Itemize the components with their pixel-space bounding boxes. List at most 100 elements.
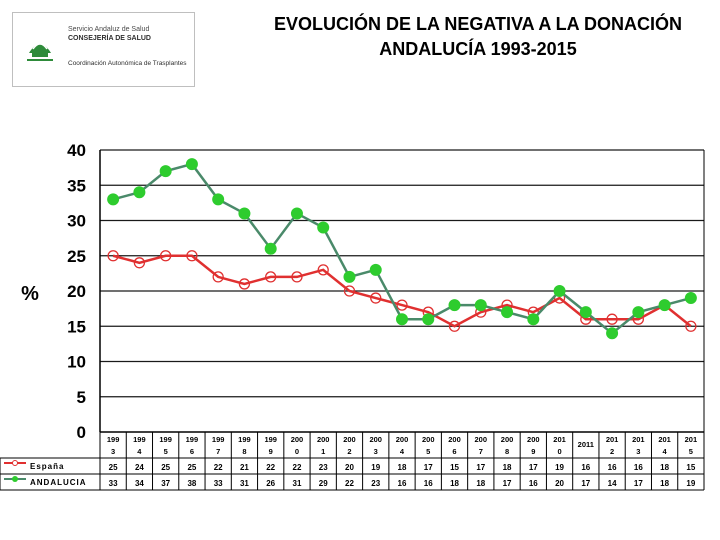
- table-value: 19: [371, 463, 380, 472]
- data-point: [265, 271, 277, 283]
- series-line-1: [112, 162, 692, 335]
- table-value: 18: [450, 479, 459, 488]
- table-value: 19: [686, 479, 695, 488]
- x-tick-label: 3: [374, 447, 378, 456]
- data-point: [422, 313, 435, 326]
- data-point: [474, 299, 487, 312]
- table-value: 16: [634, 463, 643, 472]
- logo-line-1: Servicio Andaluz de Salud: [68, 26, 150, 33]
- x-tick-label: 5: [426, 447, 430, 456]
- table-value: 34: [135, 479, 144, 488]
- table-value: 22: [345, 479, 354, 488]
- y-tick-label-35: 35: [67, 176, 86, 195]
- table-value: 17: [529, 463, 538, 472]
- x-tick-label: 2: [347, 447, 351, 456]
- x-tick-label: 4: [400, 447, 405, 456]
- y-tick-label-40: 40: [67, 141, 86, 160]
- table-value: 22: [293, 463, 302, 472]
- data-point: [107, 193, 120, 206]
- x-tick-label: 200: [501, 435, 514, 444]
- y-tick-label-20: 20: [67, 282, 86, 301]
- y-tick-label-30: 30: [67, 212, 86, 231]
- x-tick-label: 6: [190, 447, 194, 456]
- x-tick-label: 1: [321, 447, 325, 456]
- x-tick-label: 200: [291, 435, 304, 444]
- legend-label-1: ANDALUCIA: [30, 478, 87, 487]
- x-tick-label: 0: [295, 447, 299, 456]
- x-tick-label: 199: [133, 435, 146, 444]
- table-value: 24: [135, 463, 144, 472]
- data-point: [343, 285, 356, 297]
- y-axis-label: %: [21, 283, 39, 305]
- data-point: [212, 193, 225, 206]
- data-point: [159, 165, 172, 178]
- data-point: [186, 250, 198, 262]
- table-value: 22: [266, 463, 275, 472]
- table-value: 29: [319, 479, 328, 488]
- table-value: 16: [529, 479, 538, 488]
- x-tick-label: 9: [531, 447, 535, 456]
- table-value: 18: [476, 479, 485, 488]
- x-tick-label: 7: [479, 447, 483, 456]
- data-point: [107, 250, 119, 262]
- x-tick-label: 200: [448, 435, 461, 444]
- x-tick-label: 199: [264, 435, 277, 444]
- data-point: [317, 264, 329, 276]
- table-value: 25: [187, 463, 196, 472]
- data-point: [185, 158, 198, 171]
- table-value: 37: [161, 479, 170, 488]
- data-point: [396, 313, 408, 326]
- data-point: [396, 299, 408, 311]
- table-value: 16: [581, 463, 590, 472]
- x-tick-label: 3: [111, 447, 115, 456]
- x-tick-label: 8: [505, 447, 509, 456]
- x-tick-label: 8: [242, 447, 246, 456]
- data-point: [527, 313, 540, 326]
- data-point: [238, 278, 251, 290]
- logo-line-3: Coordinación Autonómica de Trasplantes: [68, 60, 187, 67]
- x-tick-label: 6: [452, 447, 456, 456]
- table-value: 20: [345, 463, 354, 472]
- table-value: 17: [581, 479, 590, 488]
- y-tick-label-0: 0: [77, 423, 86, 442]
- x-tick-label: 4: [663, 447, 668, 456]
- data-point: [317, 221, 330, 234]
- table-value: 18: [660, 463, 669, 472]
- data-point: [133, 186, 146, 199]
- data-point: [290, 207, 303, 220]
- x-tick-label: 200: [317, 435, 330, 444]
- table-value: 18: [660, 479, 669, 488]
- data-point: [238, 207, 251, 220]
- chart-title: EVOLUCIÓN DE LA NEGATIVA A LA DONACIÓN A…: [240, 12, 716, 62]
- x-tick-label: 199: [107, 435, 120, 444]
- x-tick-label: 4: [137, 447, 142, 456]
- legend-marker-0: [12, 460, 18, 466]
- table-value: 17: [634, 479, 643, 488]
- table-value: 23: [371, 479, 380, 488]
- table-value: 25: [161, 463, 170, 472]
- table-value: 18: [503, 463, 512, 472]
- table-value: 21: [240, 463, 249, 472]
- chart-title-line-2: ANDALUCÍA 1993-2015: [379, 39, 577, 59]
- x-tick-label: 200: [369, 435, 382, 444]
- x-tick-label: 2: [610, 447, 614, 456]
- table-value: 18: [398, 463, 407, 472]
- x-tick-label: 5: [164, 447, 168, 456]
- table-value: 15: [686, 463, 695, 472]
- x-tick-label: 0: [557, 447, 561, 456]
- table-value: 17: [424, 463, 433, 472]
- table-value: 33: [214, 479, 223, 488]
- table-value: 17: [503, 479, 512, 488]
- y-tick-label-10: 10: [67, 353, 86, 372]
- x-tick-label: 200: [422, 435, 435, 444]
- table-value: 25: [109, 463, 118, 472]
- data-point: [448, 320, 461, 332]
- table-value: 31: [240, 479, 249, 488]
- data-point: [160, 250, 172, 262]
- junta-andalucia-emblem: [21, 27, 59, 65]
- logo-box: Servicio Andaluz de Salud CONSEJERÍA DE …: [12, 12, 195, 87]
- data-point: [685, 320, 697, 332]
- x-tick-label: 2011: [578, 440, 594, 449]
- table-value: 14: [608, 479, 617, 488]
